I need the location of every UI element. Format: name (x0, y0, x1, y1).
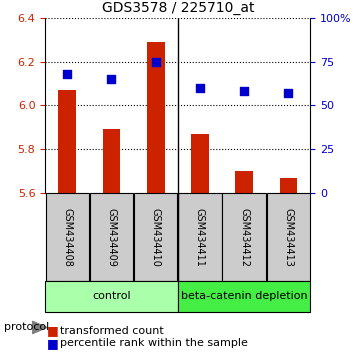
Text: GSM434410: GSM434410 (151, 208, 161, 267)
Bar (147, 42, 165, 193)
Bar (191, 134, 209, 193)
Text: GSM434413: GSM434413 (283, 208, 293, 267)
Bar (267, 193, 310, 281)
Bar (90, 193, 133, 281)
Bar (235, 171, 253, 193)
Point (286, 90, 291, 96)
Text: GSM434408: GSM434408 (62, 208, 72, 267)
Bar (134, 193, 177, 281)
Bar (222, 193, 266, 281)
Point (197, 85, 203, 91)
Bar (178, 281, 310, 312)
Bar (279, 178, 297, 193)
Bar (178, 193, 222, 281)
Text: ■: ■ (47, 325, 59, 337)
Bar (103, 130, 120, 193)
Bar (58, 90, 76, 193)
Text: beta-catenin depletion: beta-catenin depletion (181, 291, 308, 302)
Text: GSM434411: GSM434411 (195, 208, 205, 267)
Point (64, 71, 70, 76)
Text: GSM434409: GSM434409 (106, 208, 117, 267)
Point (109, 76, 114, 82)
Point (241, 88, 247, 94)
Point (153, 59, 158, 64)
Text: percentile rank within the sample: percentile rank within the sample (60, 338, 247, 348)
Title: GDS3578 / 225710_at: GDS3578 / 225710_at (101, 1, 254, 15)
Text: protocol: protocol (4, 322, 49, 332)
Text: control: control (92, 291, 131, 302)
Text: GSM434412: GSM434412 (239, 208, 249, 267)
Bar (45, 281, 178, 312)
Text: ■: ■ (47, 337, 59, 350)
Polygon shape (32, 321, 47, 333)
Text: transformed count: transformed count (60, 326, 163, 336)
Bar (45, 193, 89, 281)
